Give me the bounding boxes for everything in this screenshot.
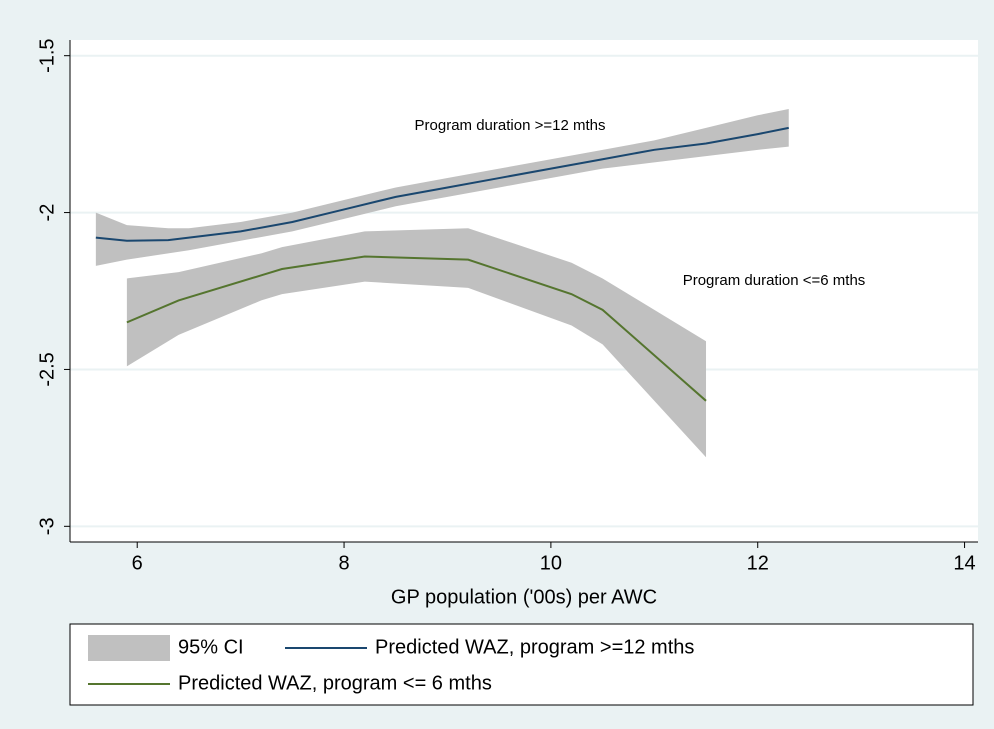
x-tick-label: 10 [540,552,562,574]
legend [69,623,974,706]
x-tick-label: 8 [338,552,349,574]
ci-band [126,228,707,458]
y-tick-label: -2.5 [36,352,58,386]
legend-label: 95% CI [178,636,244,658]
y-tick-label: -2 [36,204,58,222]
x-tick-label: 6 [132,552,143,574]
x-tick-label: 14 [953,552,975,574]
annotation: Program duration <=6 mths [683,272,866,289]
y-tick-label: -1.5 [36,38,58,72]
legend-swatch [88,635,170,661]
annotation: Program duration >=12 mths [415,117,606,134]
legend-label: Predicted WAZ, program <= 6 mths [178,672,492,694]
y-tick-label: -3 [36,517,58,535]
legend-label: Predicted WAZ, program >=12 mths [375,636,694,658]
x-tick-label: 12 [747,552,769,574]
x-axis-label: GP population ('00s) per AWC [391,586,657,608]
series-line [95,126,789,242]
series-line [126,255,707,402]
